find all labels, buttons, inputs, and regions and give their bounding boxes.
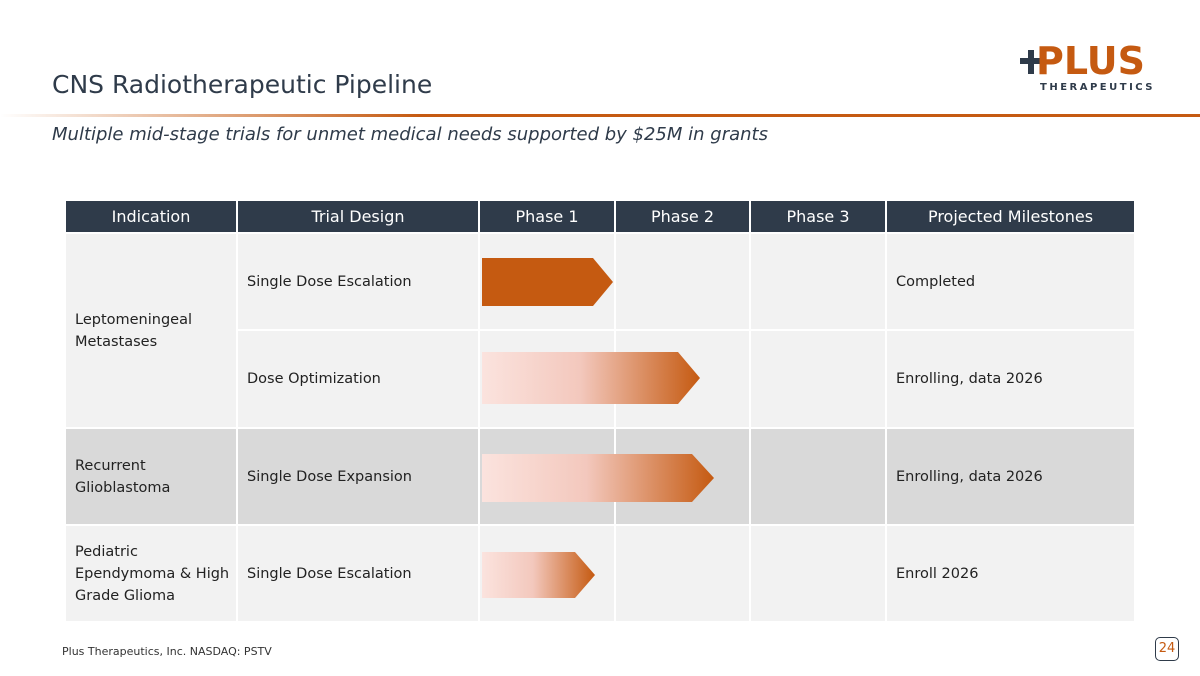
logo-tagline: THERAPEUTICS (1040, 82, 1155, 93)
indication-cell: Pediatric Ependymoma & High Grade Glioma (65, 525, 237, 622)
phase-cell (615, 330, 750, 428)
column-header: Projected Milestones (886, 200, 1135, 233)
column-header: Phase 1 (479, 200, 615, 233)
milestone-cell: Enrolling, data 2026 (886, 330, 1135, 428)
phase-cell (615, 233, 750, 330)
footer-company: Plus Therapeutics, Inc. NASDAQ: PSTV (62, 645, 272, 658)
phase-cell (615, 525, 750, 622)
phase-cell (750, 525, 886, 622)
phase-cell (750, 428, 886, 525)
title: CNS Radiotherapeutic Pipeline (52, 70, 433, 99)
milestone-cell: Enrolling, data 2026 (886, 428, 1135, 525)
subtitle: Multiple mid-stage trials for unmet medi… (52, 124, 768, 145)
design-cell: Single Dose Expansion (237, 428, 479, 525)
milestone-cell: Enroll 2026 (886, 525, 1135, 622)
design-cell: Single Dose Escalation (237, 525, 479, 622)
phase-cell (750, 330, 886, 428)
page-number: 24 (1155, 637, 1179, 661)
column-header: Trial Design (237, 200, 479, 233)
phase-cell (615, 428, 750, 525)
phase-cell (479, 233, 615, 330)
indication-cell: Recurrent Glioblastoma (65, 428, 237, 525)
phase-cell (479, 428, 615, 525)
indication-cell: Leptomeningeal Metastases (65, 233, 237, 428)
milestone-cell: Completed (886, 233, 1135, 330)
column-header: Indication (65, 200, 237, 233)
logo-name: PLUS (1036, 42, 1145, 83)
phase-cell (750, 233, 886, 330)
column-header: Phase 2 (615, 200, 750, 233)
phase-cell (479, 525, 615, 622)
phase-cell (479, 330, 615, 428)
design-cell: Dose Optimization (237, 330, 479, 428)
design-cell: Single Dose Escalation (237, 233, 479, 330)
column-header: Phase 3 (750, 200, 886, 233)
title-rule (0, 114, 1200, 117)
logo: PLUS THERAPEUTICS (1020, 42, 1155, 93)
